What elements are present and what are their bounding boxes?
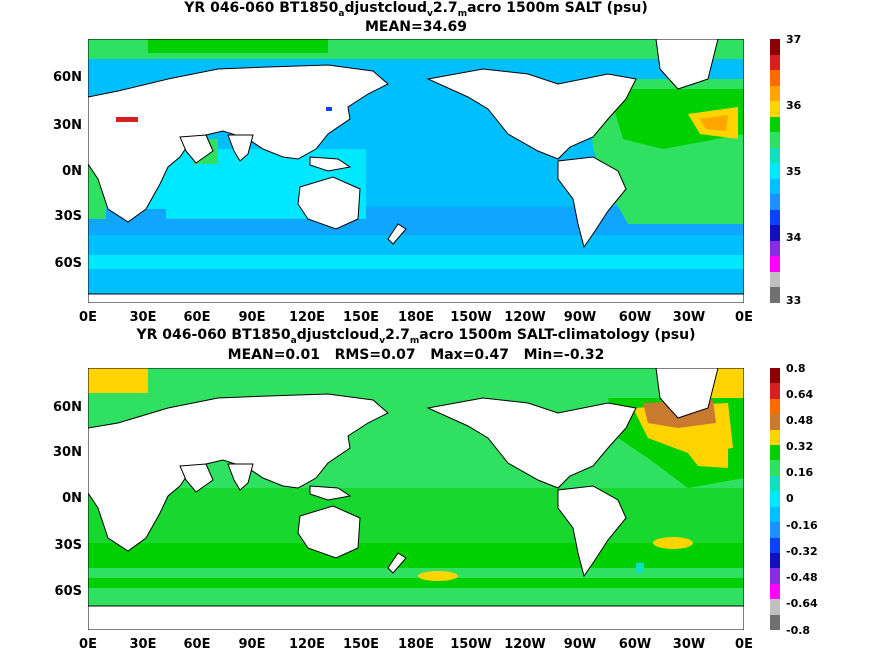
chart1-ytick: 60N	[53, 70, 82, 85]
colorbar-swatch	[770, 225, 780, 242]
chart1-ytick: 0N	[62, 164, 82, 179]
colorbar-swatch	[770, 460, 780, 477]
chart2-xtick: 30E	[129, 637, 157, 652]
chart1-colorbar	[770, 39, 780, 304]
colorbar-swatch	[770, 599, 780, 616]
colorbar-swatch	[770, 583, 780, 600]
chart2-cbar-label: 0	[786, 492, 794, 505]
chart2-xtick: 120W	[504, 637, 546, 652]
chart2-cbar-label: -0.16	[786, 519, 818, 532]
chart2-xtick: 120E	[288, 637, 326, 652]
colorbar-swatch	[770, 39, 780, 56]
chart2-xtick: 60E	[183, 637, 211, 652]
colorbar-swatch	[770, 116, 780, 133]
chart2-xtick: 90W	[563, 637, 597, 652]
chart2-xtick: 30W	[672, 637, 706, 652]
colorbar-swatch	[770, 552, 780, 569]
colorbar-swatch	[770, 147, 780, 164]
chart2-ytick: 60N	[53, 400, 82, 415]
chart2-xtick: 150W	[450, 637, 492, 652]
chart2-xtick: 60W	[618, 637, 652, 652]
chart1-ytick: 30S	[54, 209, 82, 224]
chart1-cbar-label: 35	[786, 165, 802, 178]
colorbar-swatch	[770, 287, 780, 304]
colorbar-swatch	[770, 256, 780, 273]
mediterranean-field	[116, 117, 138, 122]
chart1-xtick: 30W	[672, 310, 706, 325]
chart1-xtick: 150W	[450, 310, 492, 325]
chart1-xtick: 0E	[735, 310, 753, 325]
chart1-xtick: 0E	[79, 310, 97, 325]
chart2-cbar-label: -0.32	[786, 545, 818, 558]
colorbar-swatch	[770, 85, 780, 102]
chart1-xtick: 60E	[183, 310, 211, 325]
chart1-map	[88, 39, 744, 303]
chart2-ytick: 0N	[62, 491, 82, 506]
chart1-xtick: 90W	[563, 310, 597, 325]
chart2-cbar-label: -0.48	[786, 571, 818, 584]
chart2-cbar-label: 0.48	[786, 414, 814, 427]
chart1-xtick: 120W	[504, 310, 546, 325]
chart2-colorbar	[770, 368, 780, 631]
chart2-xtick: 0E	[79, 637, 97, 652]
colorbar-swatch	[770, 445, 780, 461]
chart1-xtick: 60W	[618, 310, 652, 325]
southern-diff-field	[88, 543, 744, 588]
chart1-xtick: 90E	[238, 310, 266, 325]
colorbar-swatch	[770, 429, 780, 446]
chart2-cbar-label: 0.8	[786, 362, 806, 375]
chart2-ytick: 30N	[53, 445, 82, 460]
chart1-ytick: 30N	[53, 118, 82, 133]
colorbar-swatch	[770, 568, 780, 585]
chart1-subtitle: MEAN=34.69	[364, 19, 468, 35]
chart1-title: YR 046-060 BT1850adjustcloudv2.7macro 15…	[184, 0, 648, 19]
chart1-cbar-label: 37	[786, 33, 802, 46]
colorbar-swatch	[770, 491, 780, 508]
chart2-cbar-label: 0.64	[786, 388, 814, 401]
colorbar-swatch	[770, 614, 780, 631]
colorbar-swatch	[770, 132, 780, 149]
chart2-ytick: 30S	[54, 538, 82, 553]
chart1-cbar-label: 36	[786, 99, 802, 112]
chart2-xtick: 150E	[342, 637, 380, 652]
colorbar-swatch	[770, 475, 780, 492]
colorbar-swatch	[770, 209, 780, 226]
chart2-cbar-label: -0.64	[786, 597, 818, 610]
chart2-map	[88, 368, 744, 630]
chart2-cbar-label: -0.8	[786, 624, 811, 637]
colorbar-swatch	[770, 522, 780, 539]
chart2-xtick: 90E	[238, 637, 266, 652]
colorbar-swatch	[770, 194, 780, 211]
arctic-diff	[88, 368, 148, 393]
chart1-cbar-label: 33	[786, 294, 802, 307]
south-pacific-max	[418, 571, 458, 581]
colorbar-swatch	[770, 368, 780, 384]
colorbar-swatch	[770, 178, 780, 195]
chart2-stats: MEAN=0.01 RMS=0.07 Max=0.47 Min=-0.32	[227, 347, 605, 363]
chart2-title: YR 046-060 BT1850adjustcloudv2.7macro 15…	[136, 327, 696, 346]
colorbar-swatch	[770, 54, 780, 71]
colorbar-swatch	[770, 414, 780, 431]
chart1-xtick: 30E	[129, 310, 157, 325]
colorbar-swatch	[770, 506, 780, 523]
indian-diff-field	[88, 488, 744, 548]
colorbar-swatch	[770, 398, 780, 415]
chart2-ytick: 60S	[54, 584, 82, 599]
chart2-cbar-label: 0.32	[786, 440, 814, 453]
colorbar-swatch	[770, 163, 780, 180]
chart1-ytick: 60S	[54, 256, 82, 271]
colorbar-swatch	[770, 101, 780, 118]
colorbar-swatch	[770, 240, 780, 257]
colorbar-swatch	[770, 271, 780, 288]
chart1-xtick: 120E	[288, 310, 326, 325]
chart1-xtick: 150E	[342, 310, 380, 325]
colorbar-swatch	[770, 537, 780, 554]
colorbar-swatch	[770, 383, 780, 400]
chart1-xtick: 180E	[397, 310, 435, 325]
chart2-xtick: 180E	[397, 637, 435, 652]
chart2-cbar-label: 0.16	[786, 466, 814, 479]
chart1-cbar-label: 34	[786, 231, 802, 244]
chart2-xtick: 0E	[735, 637, 753, 652]
colorbar-swatch	[770, 70, 780, 87]
